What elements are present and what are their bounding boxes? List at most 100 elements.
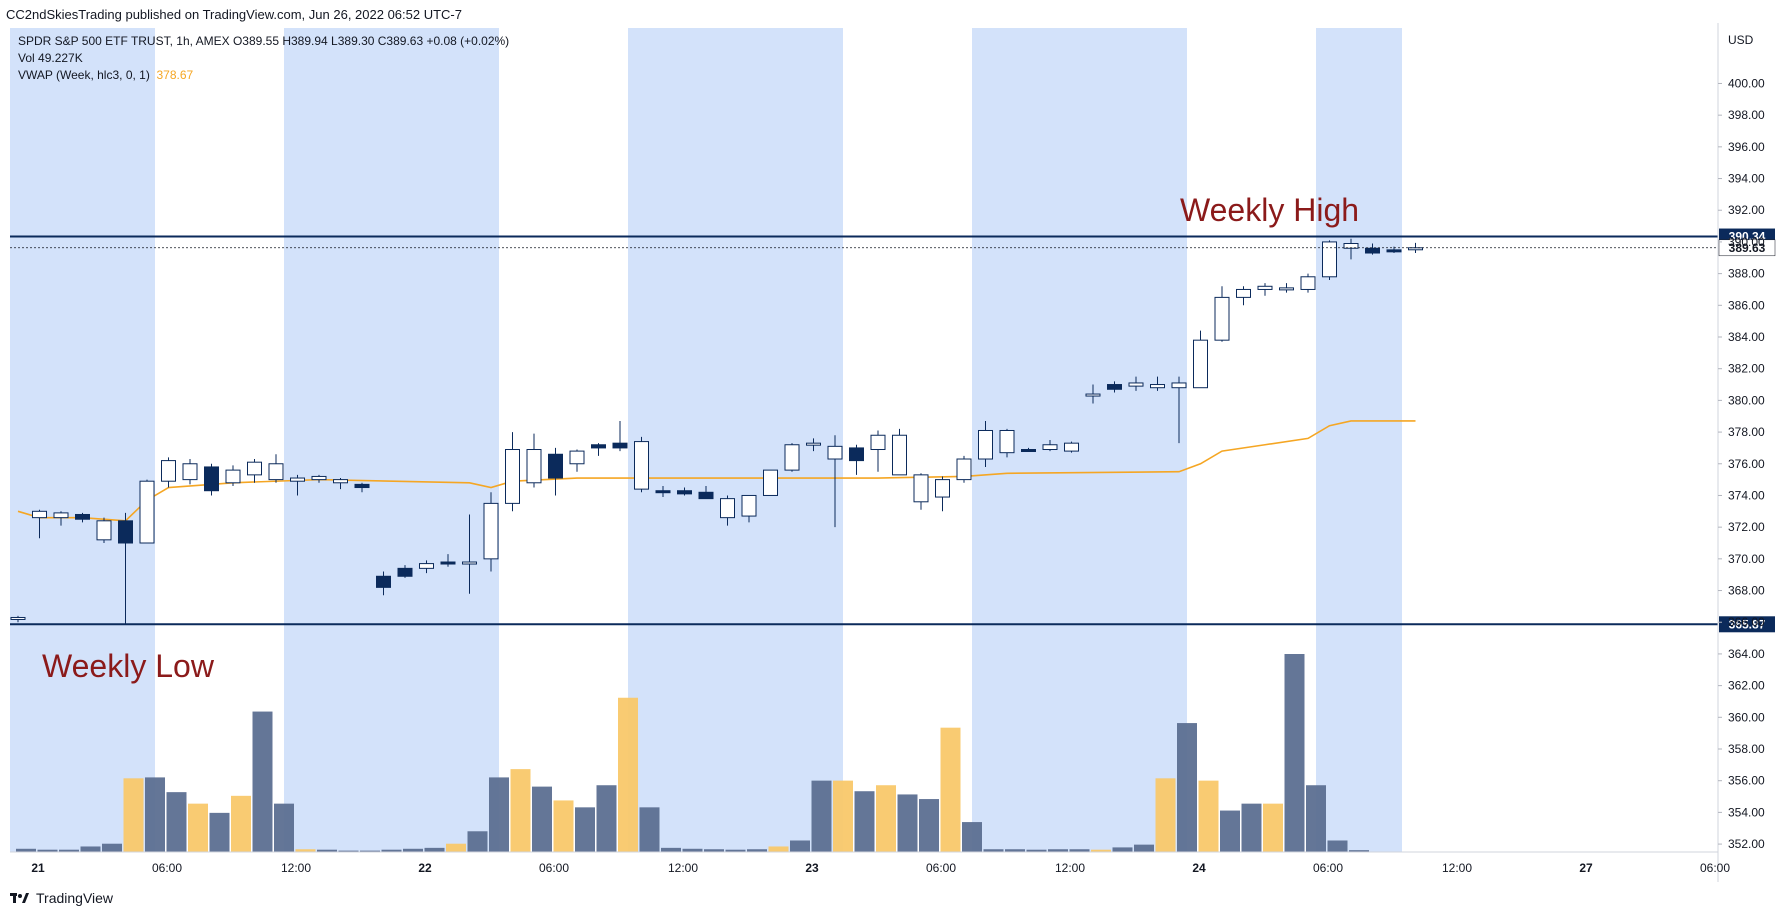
volume-line: Vol 49.227K — [18, 51, 83, 65]
last-price-label: 389.63 — [1729, 241, 1766, 255]
volume-bar — [682, 848, 703, 852]
time-tick-label: 24 — [1192, 861, 1206, 875]
candle-body — [913, 474, 929, 503]
volume-bar — [1198, 780, 1219, 852]
volume-bar — [1263, 803, 1283, 852]
time-tick-label: 06:00 — [539, 861, 569, 875]
candle-body — [75, 513, 90, 520]
volume-bar — [747, 849, 767, 852]
volume-bar — [1091, 849, 1111, 852]
price-tick-label: 392.00 — [1728, 203, 1765, 217]
volume-bar — [854, 791, 875, 852]
price-tick-label: 384.00 — [1728, 330, 1765, 344]
price-tick-label: 388.00 — [1728, 267, 1765, 281]
candle-body — [1107, 384, 1122, 390]
time-tick-label: 12:00 — [668, 861, 698, 875]
volume-bar — [639, 807, 660, 852]
publish-caption: CC2ndSkiesTrading published on TradingVi… — [6, 7, 462, 22]
volume-bar — [940, 727, 961, 852]
price-tick-label: 378.00 — [1728, 425, 1765, 439]
candle-body — [1021, 449, 1036, 453]
session-band — [1316, 28, 1402, 852]
price-tick-label: 374.00 — [1728, 488, 1765, 502]
candle-body — [1386, 249, 1402, 253]
volume-bar — [295, 849, 316, 852]
candle-body — [32, 510, 47, 519]
price-tick-label: 368.00 — [1728, 584, 1765, 598]
candle-body — [1150, 384, 1165, 389]
candle-body — [182, 463, 198, 481]
footer-brand-label: TradingView — [36, 890, 114, 906]
volume-bar — [962, 822, 982, 852]
candle-body — [827, 445, 843, 460]
volume-bar — [188, 803, 208, 852]
volume-bar — [983, 849, 1004, 852]
volume-bar — [1134, 844, 1154, 852]
price-tick-label: 364.00 — [1728, 647, 1765, 661]
price-tick-label: 390.00 — [1728, 235, 1765, 249]
candle-body — [1171, 382, 1187, 389]
volume-bar — [446, 843, 466, 852]
candle-body — [784, 444, 800, 471]
volume-bar — [338, 850, 359, 852]
price-tick-label: 398.00 — [1728, 108, 1765, 122]
volume-bar — [16, 848, 36, 852]
time-tick-label: 23 — [805, 861, 819, 875]
session-band — [10, 28, 155, 852]
volume-bar — [102, 843, 122, 852]
candle-body — [118, 520, 133, 544]
time-tick-label: 12:00 — [1442, 861, 1472, 875]
candle-body — [1257, 285, 1273, 290]
session-band — [284, 28, 499, 852]
candle-body — [548, 453, 563, 479]
time-axis: 21 06:00 12:00 22 06:00 12:00 23 06:00 12:00 24 06… — [10, 851, 1730, 875]
volume-bar — [532, 786, 552, 852]
level-price-tag — [1719, 616, 1775, 633]
session-band — [628, 28, 843, 852]
candle-body — [655, 490, 671, 494]
candle-body — [1343, 243, 1359, 249]
volume-bar — [510, 769, 531, 852]
volume-bar — [553, 800, 574, 852]
tradingview-logo-icon — [10, 893, 29, 903]
candle-body — [354, 483, 370, 489]
candle-body — [1322, 241, 1337, 278]
volume-bar — [145, 777, 165, 852]
volume-bar — [811, 780, 832, 852]
candle-body — [1042, 444, 1058, 451]
vwap-line-legend: VWAP (Week, hlc3, 0, 1) 378.67 — [18, 67, 509, 84]
volume-bar — [59, 849, 79, 852]
volume-bar — [252, 711, 273, 852]
candle-body — [849, 447, 864, 462]
price-tick-label: 352.00 — [1728, 837, 1765, 851]
volume-bar — [37, 849, 58, 852]
candle-body — [397, 567, 413, 577]
candle-body — [204, 466, 219, 492]
time-tick-label: 12:00 — [1055, 861, 1085, 875]
price-tick-label: 400.00 — [1728, 76, 1765, 90]
candle-body — [10, 616, 26, 620]
vwap-label: VWAP (Week, hlc3, 0, 1) — [18, 68, 150, 82]
price-axis: USD400.00398.00396.00394.00392.00390.003… — [1717, 23, 1765, 882]
candle-body — [462, 561, 477, 565]
volume-bar — [274, 803, 294, 852]
candle-body — [53, 512, 69, 519]
footer-brand[interactable]: TradingView — [10, 890, 113, 906]
weekly-high-annotation: Weekly High — [1180, 192, 1360, 228]
candle-body — [225, 469, 241, 484]
volume-bar — [876, 785, 896, 852]
price-tick-label: 376.00 — [1728, 457, 1765, 471]
volume-bar — [618, 697, 638, 852]
volume-bar — [317, 849, 337, 852]
candle-body — [698, 491, 714, 500]
candle-body — [333, 479, 348, 484]
price-tick-label: 370.00 — [1728, 552, 1765, 566]
candle-body — [677, 490, 692, 495]
volume-bar — [1048, 849, 1068, 852]
candle-body — [290, 477, 305, 482]
price-tick-label: 366.00 — [1728, 615, 1765, 629]
price-tick-label: 386.00 — [1728, 298, 1765, 312]
candle-body — [268, 463, 284, 481]
